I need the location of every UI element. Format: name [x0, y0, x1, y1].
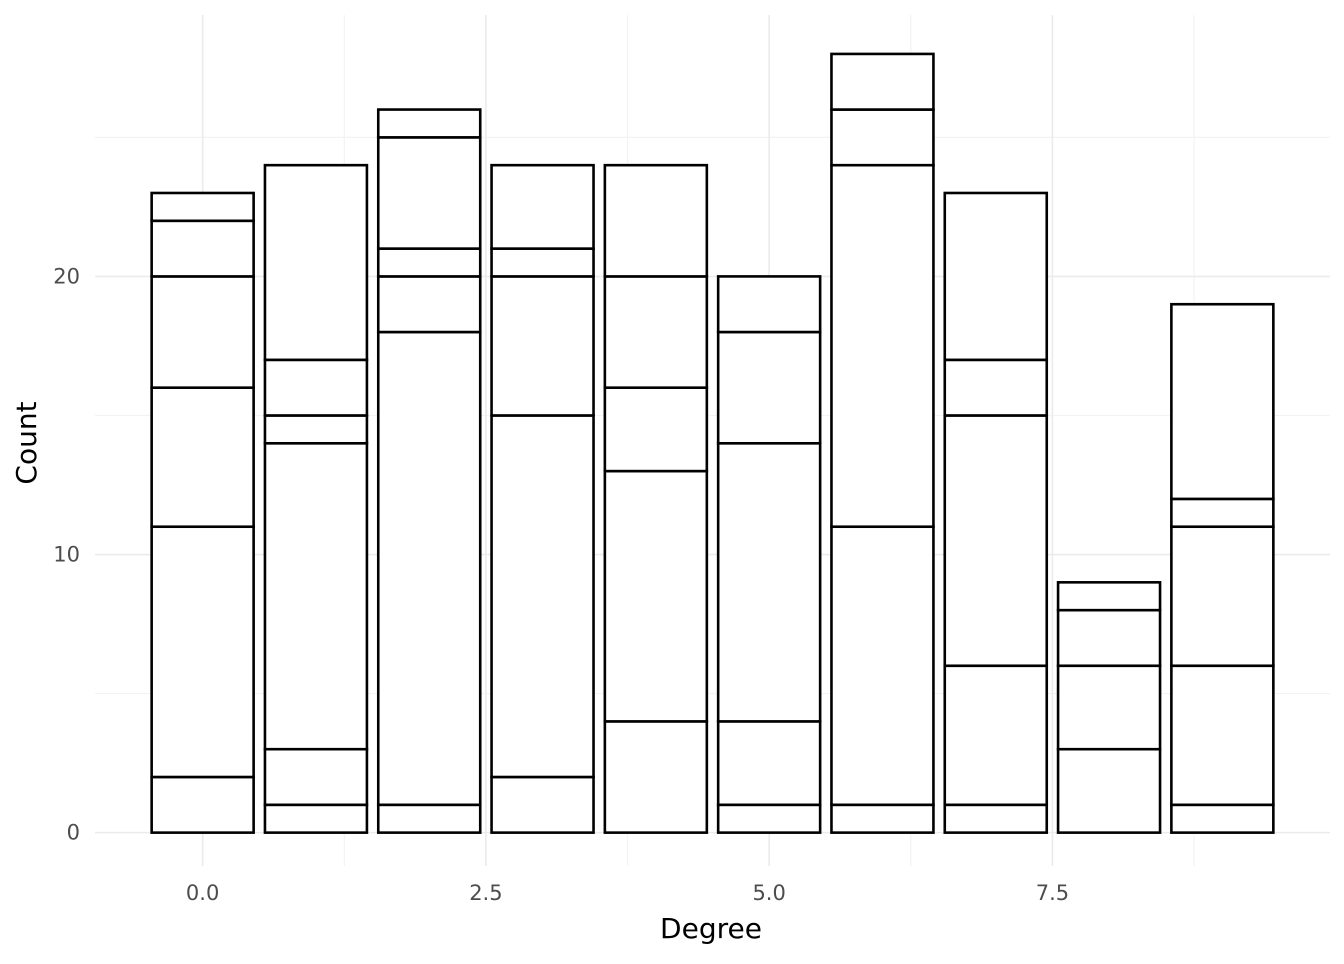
- bar-segment-1-4: [263, 358, 369, 417]
- bar-segment-7-1: [943, 664, 1049, 807]
- bar-segment-5-0: [716, 803, 822, 834]
- bar-segment-6-0: [830, 803, 935, 834]
- x-tick-label: 2.5: [469, 881, 502, 905]
- x-axis-title: Degree: [660, 912, 762, 945]
- bar-segment-2-1: [376, 330, 482, 807]
- bar-segment-2-0: [376, 803, 482, 834]
- bar-segment-9-2: [1170, 525, 1275, 668]
- bar-segment-1-5: [263, 163, 369, 362]
- bar-segment-3-3: [490, 247, 595, 278]
- bar-segment-5-3: [716, 330, 822, 445]
- bar-segment-5-1: [716, 720, 822, 807]
- bar-segment-2-2: [376, 275, 482, 334]
- bar-segment-1-0: [263, 803, 369, 834]
- bar-segment-0-3: [150, 275, 255, 389]
- y-axis-title: Count: [10, 401, 43, 484]
- x-axis-tick-labels: 0.0 2.5 5.0 7.5: [186, 881, 1069, 905]
- bar-segment-2-5: [376, 108, 482, 139]
- bar-segment-9-1: [1170, 664, 1275, 807]
- bar-segment-5-2: [716, 441, 822, 723]
- bar-segment-6-2: [830, 163, 935, 529]
- bar-segment-1-1: [263, 747, 369, 807]
- bar-segment-2-3: [376, 247, 482, 278]
- bar-segment-6-3: [830, 108, 935, 167]
- bar-segment-6-4: [830, 52, 935, 111]
- bar-segment-4-1: [603, 469, 709, 723]
- bar-segment-3-0: [490, 775, 595, 834]
- bar-segment-4-2: [603, 386, 709, 473]
- bar-segment-8-0: [1056, 747, 1162, 834]
- bar-segment-3-1: [490, 414, 595, 779]
- bar-segment-9-0: [1170, 803, 1275, 834]
- bar-segment-2-4: [376, 136, 482, 250]
- bar-segment-3-2: [490, 275, 595, 417]
- y-tick-label: 20: [53, 264, 80, 288]
- x-tick-label: 5.0: [752, 881, 785, 905]
- y-tick-label: 10: [53, 543, 80, 567]
- bar-segment-0-0: [150, 775, 255, 834]
- bar-segment-1-2: [263, 441, 369, 751]
- bar-segment-8-3: [1056, 581, 1162, 612]
- bar-segment-1-3: [263, 414, 369, 445]
- bar-segment-8-1: [1056, 664, 1162, 751]
- bar-segment-3-4: [490, 163, 595, 250]
- bar-segment-7-2: [943, 414, 1049, 668]
- bar-segment-4-0: [603, 720, 709, 834]
- bar-segment-7-0: [943, 803, 1049, 834]
- bar-segment-4-3: [603, 275, 709, 389]
- bar-segment-0-4: [150, 219, 255, 278]
- y-axis-tick-labels: 0 10 20: [53, 264, 80, 844]
- bar-segment-5-4: [716, 275, 822, 334]
- x-tick-label: 0.0: [186, 881, 219, 905]
- bar-segment-0-5: [150, 191, 255, 223]
- bar-segment-0-2: [150, 386, 255, 529]
- bar-segment-4-4: [603, 163, 709, 278]
- bar-segment-7-4: [943, 191, 1049, 362]
- bar-segment-9-4: [1170, 302, 1275, 501]
- bar-segment-8-2: [1056, 608, 1162, 668]
- bar-segment-0-1: [150, 525, 255, 779]
- x-tick-label: 7.5: [1036, 881, 1069, 905]
- bar-segment-7-3: [943, 358, 1049, 417]
- y-tick-label: 0: [67, 821, 80, 845]
- bars: [150, 52, 1275, 834]
- bar-segment-6-1: [830, 525, 935, 807]
- bar-segment-9-3: [1170, 497, 1275, 529]
